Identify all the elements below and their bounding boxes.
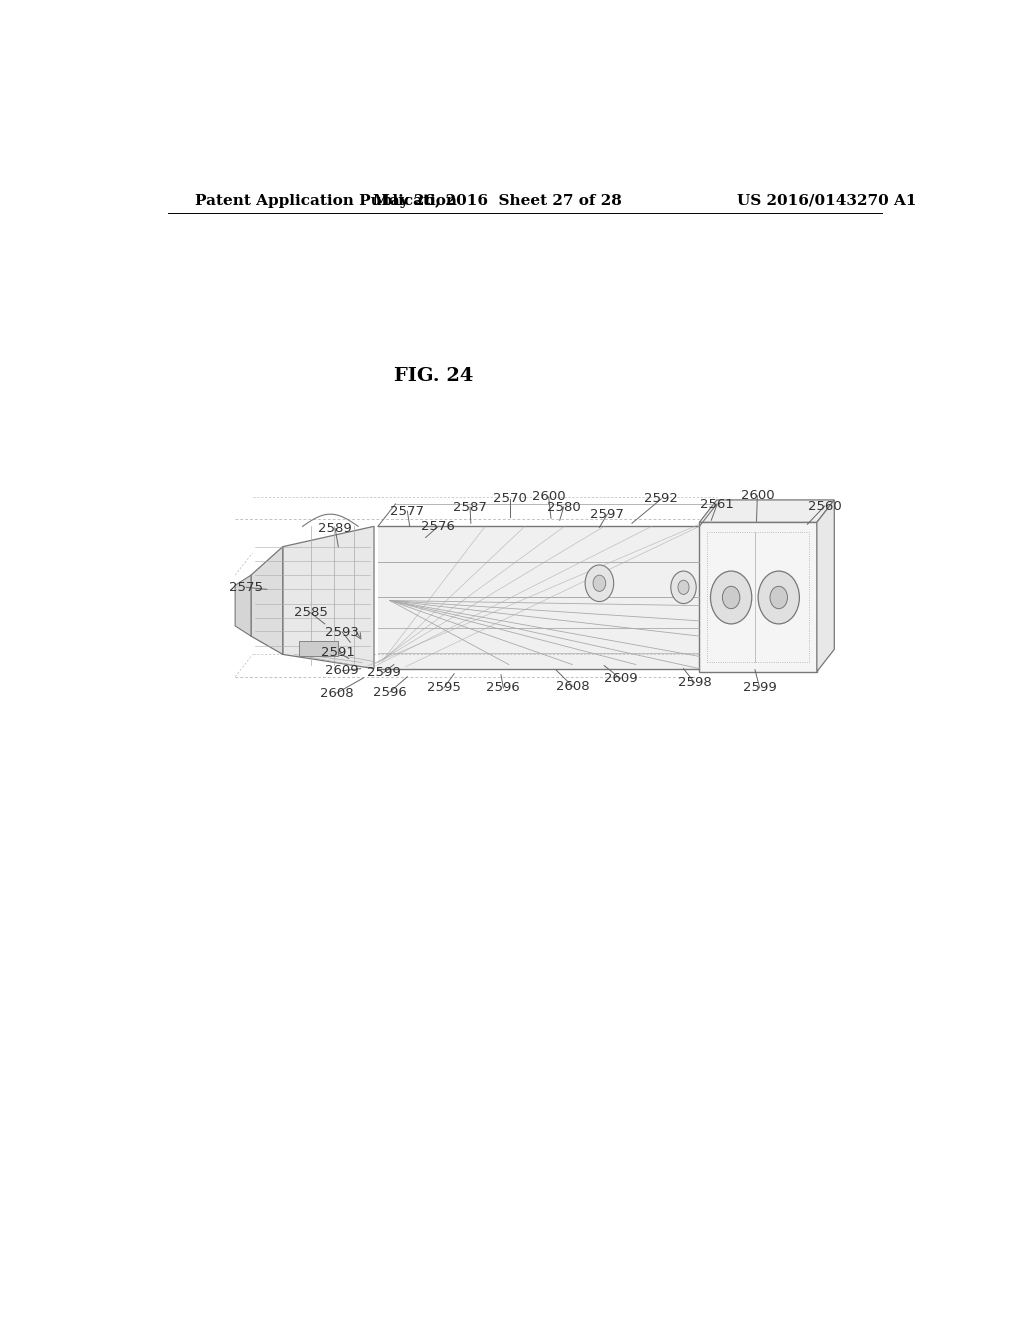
Text: 2575: 2575	[229, 581, 263, 594]
Polygon shape	[699, 523, 817, 672]
Text: 2599: 2599	[367, 667, 400, 680]
Circle shape	[671, 572, 696, 603]
Circle shape	[593, 576, 606, 591]
Text: 2592: 2592	[644, 492, 678, 506]
Text: 2560: 2560	[808, 499, 842, 512]
Circle shape	[758, 572, 800, 624]
Text: 2600: 2600	[740, 490, 774, 503]
Circle shape	[678, 581, 689, 594]
Text: 2598: 2598	[678, 676, 712, 689]
Text: 2600: 2600	[531, 490, 565, 503]
Circle shape	[711, 572, 752, 624]
Text: 2599: 2599	[742, 681, 776, 694]
Text: 2608: 2608	[319, 686, 353, 700]
Text: 2609: 2609	[326, 664, 359, 677]
Text: 2593: 2593	[326, 626, 359, 639]
Text: 2587: 2587	[453, 500, 487, 513]
Text: 2595: 2595	[427, 681, 461, 694]
Text: 2585: 2585	[294, 606, 328, 619]
Text: 2589: 2589	[318, 521, 352, 535]
Text: 2609: 2609	[604, 672, 638, 685]
Text: 2577: 2577	[390, 504, 424, 517]
Text: 2596: 2596	[373, 685, 407, 698]
Circle shape	[770, 586, 787, 609]
Text: 2580: 2580	[547, 500, 581, 513]
Text: US 2016/0143270 A1: US 2016/0143270 A1	[736, 194, 916, 207]
Circle shape	[585, 565, 613, 602]
Polygon shape	[378, 527, 699, 669]
Text: 2591: 2591	[322, 645, 355, 659]
Text: 2608: 2608	[556, 680, 590, 693]
Text: 2570: 2570	[493, 492, 526, 506]
Text: FIG. 24: FIG. 24	[394, 367, 473, 385]
Polygon shape	[817, 500, 835, 672]
Text: 2596: 2596	[486, 681, 520, 694]
Text: 2597: 2597	[591, 508, 625, 520]
Polygon shape	[251, 546, 283, 655]
Polygon shape	[283, 527, 374, 669]
Polygon shape	[299, 642, 338, 656]
Text: 2561: 2561	[700, 499, 734, 511]
Polygon shape	[699, 500, 835, 523]
Text: May 26, 2016  Sheet 27 of 28: May 26, 2016 Sheet 27 of 28	[373, 194, 622, 207]
Text: Patent Application Publication: Patent Application Publication	[196, 194, 458, 207]
Text: 2576: 2576	[421, 520, 456, 533]
Polygon shape	[236, 576, 251, 636]
Circle shape	[722, 586, 740, 609]
